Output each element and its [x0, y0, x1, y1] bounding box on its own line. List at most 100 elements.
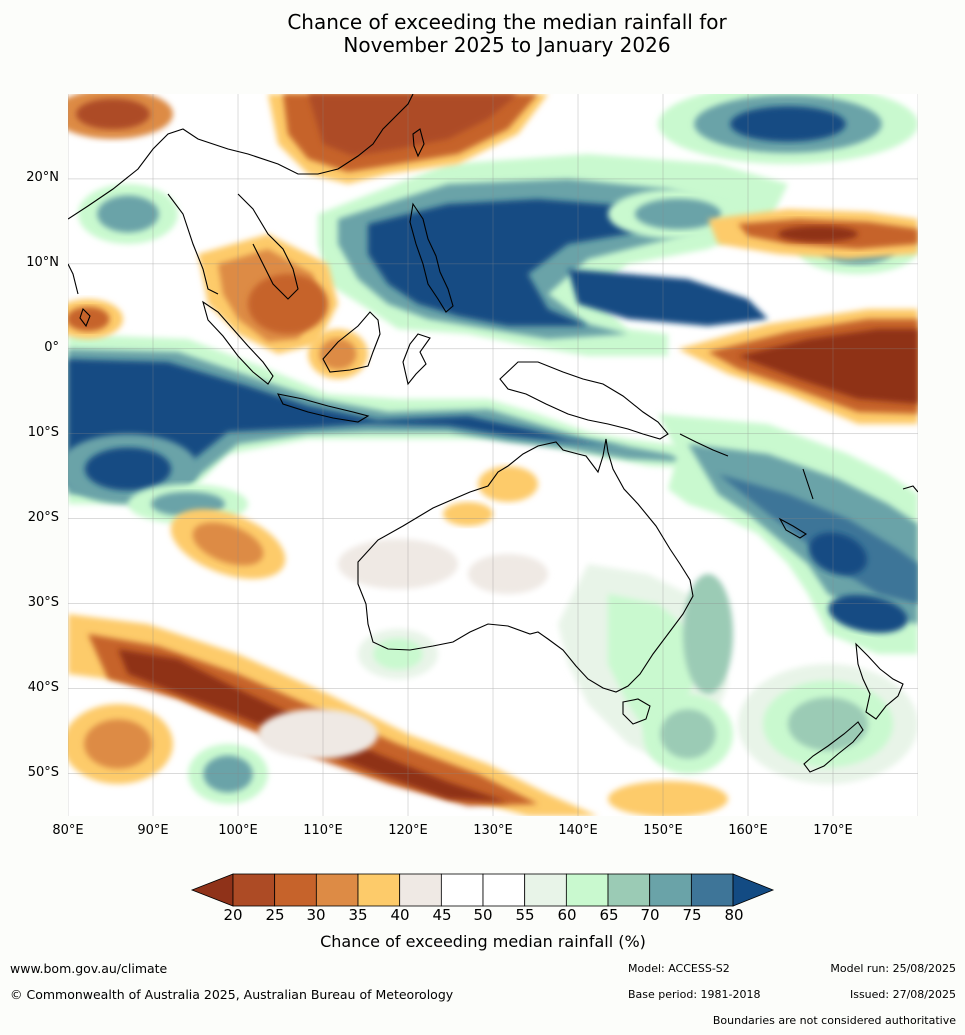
colorbar-cell	[232, 873, 276, 907]
colorbar-tick-30: 30	[306, 906, 326, 924]
colorbar-tick-70: 70	[640, 906, 660, 924]
model-name: Model: ACCESS-S2	[628, 962, 730, 975]
boundaries-disclaimer: Boundaries are not considered authoritat…	[712, 1014, 956, 1027]
lat-tick-30S: 30°S	[27, 595, 59, 610]
nw-corner-dry	[76, 98, 150, 130]
lat-tick-40S: 40°S	[27, 680, 59, 695]
new-guinea-coastline	[499, 361, 669, 440]
bass-strait-wet	[660, 709, 716, 759]
coral-sea-coast-wet	[683, 574, 733, 694]
issued-date: Issued: 27/08/2025	[849, 988, 956, 1001]
colorbar-cell	[565, 873, 609, 907]
lat-tick-10S: 10°S	[27, 425, 59, 440]
colorbar-tick-75: 75	[682, 906, 702, 924]
lat-tick-20S: 20°S	[27, 510, 59, 525]
lon-tick-140E: 140°E	[558, 823, 598, 838]
lon-tick-90E: 90°E	[137, 823, 169, 838]
colorbar-cell	[607, 873, 651, 907]
title-line-2: November 2025 to January 2026	[343, 33, 671, 57]
borneo-dry	[319, 338, 357, 370]
fiji-coastline	[902, 485, 918, 493]
colorbar-tick-20: 20	[223, 906, 243, 924]
asia-coastline	[68, 94, 414, 300]
wa-dry-patch	[443, 502, 493, 526]
colorbar-tick-65: 65	[599, 906, 619, 924]
nw-pacific-wet	[730, 106, 846, 142]
borneo-coastline	[322, 311, 381, 373]
colorbar-cell	[649, 873, 692, 907]
lon-tick-80E: 80°E	[52, 823, 84, 838]
w-pacific-wet-core	[368, 199, 668, 326]
colorbar	[190, 873, 775, 907]
lon-tick-100E: 100°E	[218, 823, 258, 838]
nz-south-island-coastline	[803, 721, 864, 773]
southern-australia-wet	[373, 638, 423, 670]
n-pacific-dry-core	[778, 226, 858, 242]
colorbar-cell	[315, 873, 359, 907]
colorbar-cell	[524, 873, 567, 907]
colorbar-cell	[440, 873, 484, 907]
colorbar-extend-high	[732, 873, 775, 907]
colorbar-cell	[274, 873, 317, 907]
australia-coastline	[357, 438, 694, 693]
n-pacific-wet	[634, 198, 722, 230]
sumatra-coastline	[202, 300, 274, 385]
central-australia-neutral-2	[468, 554, 548, 594]
colorbar-tick-40: 40	[390, 906, 410, 924]
rainfall-outlook-map	[68, 94, 918, 816]
tasmania-coastline	[622, 698, 651, 725]
model-run-date: Model run: 25/08/2025	[830, 962, 956, 975]
lat-tick-20N: 20°N	[26, 170, 59, 185]
colorbar-cell	[357, 873, 401, 907]
lon-tick-170E: 170°E	[813, 823, 853, 838]
colorbar-cell	[482, 873, 526, 907]
new-caledonia-wet-core	[808, 532, 868, 576]
colorbar-tick-50: 50	[473, 906, 493, 924]
colorbar-tick-55: 55	[515, 906, 535, 924]
new-zealand-wet	[788, 697, 868, 751]
website-link[interactable]: www.bom.gov.au/climate	[10, 961, 168, 976]
nt-dry-patch	[478, 466, 538, 502]
colorbar-tick-25: 25	[265, 906, 285, 924]
far-sw-dry	[84, 719, 152, 769]
chart-title: Chance of exceeding the median rainfall …	[0, 11, 965, 57]
java-coastline	[277, 393, 370, 423]
philippines-coastline	[409, 202, 454, 313]
lon-tick-150E: 150°E	[643, 823, 683, 838]
coastlines	[68, 94, 918, 773]
new-caledonia-coastline	[778, 517, 808, 539]
map-svg	[68, 94, 918, 816]
lon-tick-130E: 130°E	[473, 823, 513, 838]
lat-tick-0: 0°	[44, 340, 59, 355]
probability-regions	[68, 94, 918, 816]
solomon-islands-coastline	[679, 433, 729, 457]
lon-tick-110E: 110°E	[303, 823, 343, 838]
south-china-dry-core	[308, 94, 518, 156]
south-tasman-dry	[608, 781, 728, 816]
lat-tick-50S: 50°S	[27, 765, 59, 780]
bay-of-bengal-wet	[97, 195, 159, 233]
nz-north-island-coastline	[855, 642, 904, 720]
colorbar-tick-35: 35	[348, 906, 368, 924]
w-pacific-wet-band	[568, 269, 768, 326]
gulf-of-thailand-dry	[248, 274, 328, 334]
se-indian-ocean-dry	[192, 522, 264, 566]
copyright-text: © Commonwealth of Australia 2025, Austra…	[10, 987, 454, 1002]
vanuatu-coastline	[802, 468, 814, 500]
india-sri-lanka-coastline	[68, 263, 91, 328]
sulawesi-coastline	[402, 333, 431, 386]
base-period: Base period: 1981-2018	[628, 988, 761, 1001]
indian-ocean-sw-wet	[84, 447, 172, 491]
southern-ocean-wet	[203, 755, 253, 793]
colorbar-label: Chance of exceeding median rainfall (%)	[320, 932, 646, 951]
colorbar-cell	[690, 873, 734, 907]
indian-ocean-wet-core	[68, 359, 628, 484]
equatorial-pacific-dry-core	[738, 329, 918, 404]
tasman-wet-core	[828, 594, 908, 634]
colorbar-extend-low	[190, 873, 234, 907]
lon-tick-120E: 120°E	[388, 823, 428, 838]
colorbar-tick-80: 80	[724, 906, 744, 924]
great-australian-bight-neutral	[258, 709, 378, 759]
colorbar-tick-45: 45	[432, 906, 452, 924]
lon-tick-160E: 160°E	[728, 823, 768, 838]
